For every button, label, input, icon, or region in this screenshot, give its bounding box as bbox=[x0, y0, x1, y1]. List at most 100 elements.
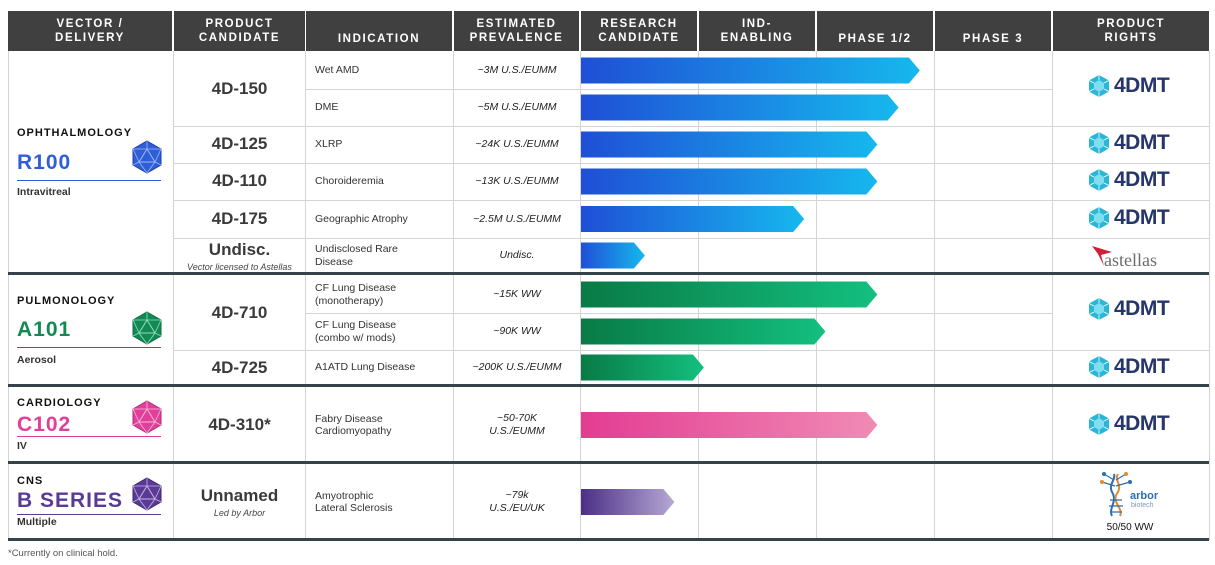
group-separator bbox=[8, 538, 1209, 541]
prevalence-text: U.S./EUMM bbox=[489, 425, 545, 437]
code-underline bbox=[17, 514, 161, 515]
candidate-undisclosed: Undisc. Vector licensed to Astellas bbox=[187, 239, 292, 272]
pipeline-bar bbox=[581, 57, 920, 84]
icosahedron-pink-icon bbox=[132, 400, 162, 434]
prevalence-cell: ~2.5M U.S./EUMM bbox=[454, 200, 580, 238]
grid-vertical-line bbox=[8, 51, 9, 540]
arbor-rights-share: 50/50 WW bbox=[1106, 522, 1154, 533]
arbor-logo: arbor biotech bbox=[1098, 470, 1168, 518]
prevalence-cell: Undisc. bbox=[454, 238, 580, 273]
4dmt-wordmark: 4DMT bbox=[1114, 355, 1170, 378]
pipeline-bar bbox=[581, 242, 645, 269]
pipeline-bar bbox=[581, 354, 704, 381]
grid-horizontal-line bbox=[174, 238, 1209, 239]
route-multiple: Multiple bbox=[17, 516, 57, 528]
candidate-4d-725: 4D-725 bbox=[211, 357, 268, 377]
code-underline bbox=[17, 347, 161, 348]
prevalence-cell: ~90K WW bbox=[454, 313, 580, 350]
header-phase-1-2: PHASE 1/2 bbox=[817, 11, 933, 51]
4dmt-logo: 4DMT bbox=[1087, 168, 1177, 192]
prevalence-text: ~3M U.S./EUMM bbox=[477, 64, 557, 76]
candidate-4d-175: 4D-175 bbox=[211, 208, 268, 228]
4dmt-wordmark: 4DMT bbox=[1114, 206, 1170, 229]
grid-horizontal-line bbox=[174, 200, 1209, 201]
indication-text: Fabry Disease bbox=[315, 412, 383, 425]
candidate-4d-125: 4D-125 bbox=[211, 134, 268, 153]
indication-text: CF Lung Disease bbox=[315, 282, 397, 294]
prevalence-cell: ~79k U.S./EU/UK bbox=[454, 465, 580, 539]
prevalence-text: ~24K U.S./EUMM bbox=[475, 138, 559, 150]
4dmt-wordmark: 4DMT bbox=[1114, 131, 1170, 154]
arbor-tree-icon bbox=[1100, 472, 1132, 517]
route-aerosol: Aerosol bbox=[17, 354, 57, 366]
4dmt-hexagon-icon bbox=[1088, 169, 1110, 191]
4dmt-hexagon-icon bbox=[1088, 207, 1110, 229]
grid-vertical-line bbox=[580, 51, 581, 540]
category-pulmonology: PULMONOLOGY bbox=[17, 295, 116, 307]
indication-text: Cardiomyopathy bbox=[315, 425, 392, 437]
prevalence-text: ~200K U.S./EUMM bbox=[472, 361, 562, 373]
grid-vertical-line bbox=[453, 51, 454, 540]
header-phase-3: PHASE 3 bbox=[935, 11, 1051, 51]
grid-vertical-line bbox=[1209, 51, 1210, 540]
pipeline-bar bbox=[581, 412, 878, 438]
indication-text: XLRP bbox=[315, 138, 343, 151]
category-ophthalmology: OPHTHALMOLOGY bbox=[17, 127, 133, 139]
header-product-rights: PRODUCT RIGHTS bbox=[1053, 11, 1209, 51]
prevalence-text: ~15K WW bbox=[493, 288, 541, 300]
4dmt-hexagon-icon bbox=[1088, 413, 1110, 435]
header-product-candidate: PRODUCT CANDIDATE bbox=[174, 11, 305, 51]
code-c102: C102 bbox=[17, 413, 72, 436]
grid-horizontal-line bbox=[174, 126, 1209, 127]
indication-text: Choroideremia bbox=[315, 175, 384, 188]
astellas-wordmark: astellas bbox=[1104, 250, 1157, 270]
prevalence-text: ~5M U.S./EUMM bbox=[477, 101, 557, 113]
prevalence-cell: ~15K WW bbox=[454, 276, 580, 313]
indication-text: Lateral Sclerosis bbox=[315, 502, 393, 514]
pipeline-bar bbox=[581, 168, 878, 195]
group-separator bbox=[8, 384, 1209, 387]
indication-text: Wet AMD bbox=[315, 64, 360, 77]
header-vector-delivery: VECTOR / DELIVERY bbox=[8, 11, 172, 51]
pipeline-bar bbox=[581, 94, 899, 121]
category-cardiology: CARDIOLOGY bbox=[17, 397, 102, 409]
code-r100: R100 bbox=[17, 151, 72, 174]
prevalence-cell: ~200K U.S./EUMM bbox=[454, 350, 580, 385]
code-a101: A101 bbox=[17, 318, 72, 341]
grid-horizontal-line bbox=[174, 350, 1209, 351]
code-b-series: B SERIES bbox=[17, 489, 124, 512]
pipeline-bar bbox=[581, 206, 805, 232]
4dmt-logo: 4DMT bbox=[1087, 131, 1177, 155]
route-iv: IV bbox=[17, 440, 27, 452]
indication-cell: DME bbox=[315, 89, 450, 126]
indication-text: DME bbox=[315, 101, 339, 114]
pipeline-bar bbox=[581, 281, 878, 308]
4dmt-wordmark: 4DMT bbox=[1114, 74, 1170, 97]
grid-horizontal-line bbox=[305, 89, 1052, 90]
candidate-4d-710: 4D-710 bbox=[211, 302, 268, 322]
indication-text: Disease bbox=[315, 255, 353, 268]
grid-horizontal-line bbox=[305, 313, 1052, 314]
candidate-unnamed: Unnamed Led by Arbor bbox=[200, 486, 279, 518]
grid-vertical-line bbox=[305, 51, 306, 540]
prevalence-cell: ~13K U.S./EUMM bbox=[454, 163, 580, 200]
grid-vertical-line bbox=[173, 51, 174, 540]
4dmt-logo: 4DMT bbox=[1087, 412, 1177, 436]
candidate-4d-150: 4D-150 bbox=[211, 78, 268, 98]
indication-text: Geographic Atrophy bbox=[315, 212, 408, 225]
pipeline-bar bbox=[581, 489, 675, 515]
4dmt-wordmark: 4DMT bbox=[1114, 412, 1170, 435]
prevalence-text: ~90K WW bbox=[493, 325, 541, 337]
indication-cell: Geographic Atrophy bbox=[315, 200, 450, 238]
indication-text: (combo w/ mods) bbox=[315, 331, 396, 344]
4dmt-wordmark: 4DMT bbox=[1114, 168, 1170, 191]
4dmt-logo: 4DMT bbox=[1087, 297, 1177, 321]
prevalence-text: ~2.5M U.S./EUMM bbox=[473, 212, 561, 225]
astellas-star-icon bbox=[1092, 246, 1112, 266]
prevalence-cell: ~3M U.S./EUMM bbox=[454, 52, 580, 89]
grid-vertical-line bbox=[934, 51, 935, 540]
prevalence-text: ~13K U.S./EUMM bbox=[475, 175, 559, 187]
category-cns: CNS bbox=[17, 475, 44, 487]
4dmt-logo: 4DMT bbox=[1087, 355, 1177, 379]
